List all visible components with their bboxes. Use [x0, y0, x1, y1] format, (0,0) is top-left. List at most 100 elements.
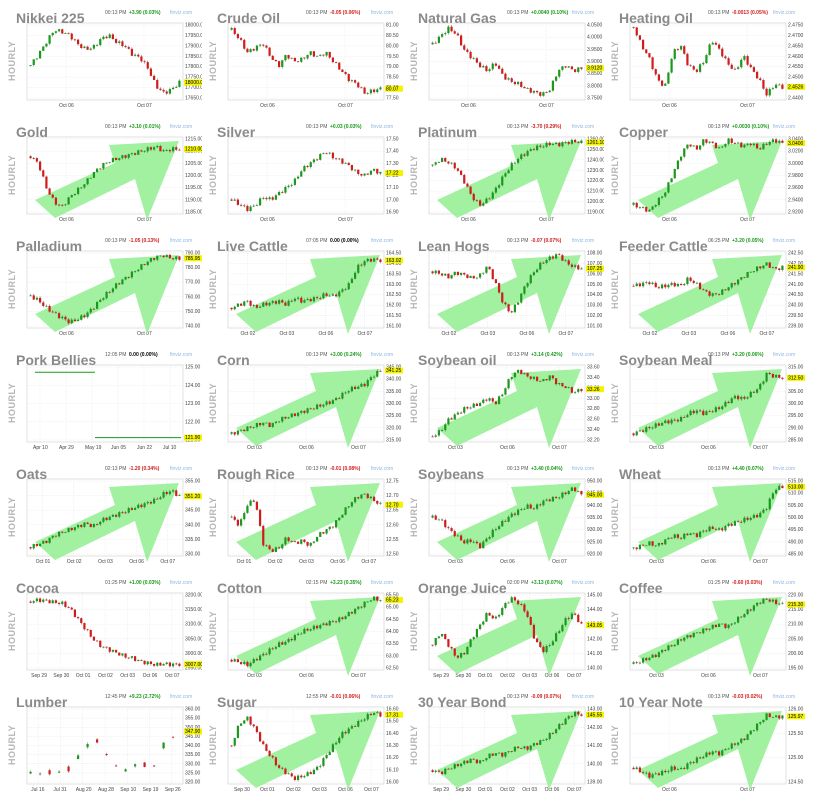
chart-plot-soybean-oil: 33.6033.4033.2033.0032.8032.6032.4032.20…: [428, 365, 604, 451]
x-tick-label: Oct 06: [701, 559, 716, 565]
chart-time: 00:13 PM: [708, 10, 730, 16]
y-tick-label: 12.55: [386, 537, 399, 543]
candle-body: [290, 300, 293, 302]
chart-panel-oats[interactable]: 355.00350.00345.00340.00335.00330.00Oct …: [5, 459, 202, 572]
candle-body: [632, 26, 635, 28]
chart-panel-lumber[interactable]: 360.00 355.00 350.00 345.00 340.00 335.00 330.…: [5, 687, 202, 800]
x-tick-label: Sep 30: [455, 673, 471, 679]
candle-body: [708, 44, 711, 56]
chart-panel-coffee[interactable]: 220.00 215.00 210.00 205.00 200.00 195.00 Oct …: [608, 573, 805, 686]
chart-panel-gold[interactable]: 1215.001210.001205.001200.001195.001190.…: [5, 117, 202, 230]
x-tick-label: Oct 07: [351, 673, 366, 679]
chart-panel-live-cattle[interactable]: 164.50 164.00 163.50 163.00 162.50 162.00 161.…: [206, 231, 403, 344]
chart-panel-lean-hogs[interactable]: 108.00 107.00 106.00 105.00 104.00 103.00 102.…: [407, 231, 604, 344]
candle-body: [491, 63, 494, 70]
chart-panel-nikkei-225[interactable]: 18000.0 17950.0 17900.0 17850.0 17800.0 17750…: [5, 3, 202, 116]
chart-panel-sugar[interactable]: 16.60 16.50 16.40 16.30 16.20 16.10 16.00 Sep 3…: [206, 687, 403, 800]
x-tick-label: Oct 06: [59, 103, 74, 109]
candle-body: [778, 485, 781, 490]
candle-body: [105, 517, 108, 521]
candle-body: [485, 266, 488, 273]
x-tick-label: Oct 03: [299, 559, 314, 565]
candle-body: [504, 603, 507, 608]
chart-time: 00:13 PM: [105, 238, 127, 244]
chart-panel-30-year-bond[interactable]: 143.00 142.00 141.00 140.00 139.00 Sep 29 Sep …: [407, 687, 604, 800]
chart-panel-10-year-note[interactable]: 126.00 125.50 125.00 124.50 Oct 06 Oct 07 125.…: [608, 687, 805, 800]
chart-panel-platinum[interactable]: 1260.001250.001240.001230.001220.001210.…: [407, 117, 604, 230]
candle-body: [137, 269, 140, 272]
chart-panel-soybean-oil[interactable]: 33.6033.4033.2033.0032.8032.6032.4032.20…: [407, 345, 604, 458]
candle-body: [535, 376, 539, 381]
candle-body: [504, 302, 507, 305]
candle-body: [319, 625, 322, 629]
chart-title: Wheat: [619, 466, 661, 482]
chart-time: 00:13 PM: [507, 352, 529, 358]
chart-panel-wheat[interactable]: 515.00 510.00 505.00 500.00 495.00 490.00 485.…: [608, 459, 805, 572]
y-tick-label: 325.00: [386, 413, 402, 419]
candle-body: [673, 282, 676, 287]
chart-plot-cocoa: 3200.003150.003100.003050.003000.002950.…: [26, 593, 202, 679]
chart-panel-crude-oil[interactable]: 81.0080.5080.0079.5079.0078.5078.0077.50…: [206, 3, 403, 116]
chart-panel-soybean-meal[interactable]: 315.00310.00305.00300.00295.00290.00285.…: [608, 345, 805, 458]
chart-panel-feeder-cattle[interactable]: 242.50 242.00 241.50 241.00 240.50 240.00 239.…: [608, 231, 805, 344]
chart-panel-orange-juice[interactable]: 145.00144.00143.00142.00141.00140.00Sep …: [407, 573, 604, 686]
candle-body: [705, 628, 708, 630]
candle-body: [284, 186, 287, 193]
candle-body: [258, 306, 262, 308]
candle-body: [459, 535, 463, 541]
trend-arrow: [236, 711, 380, 790]
candle-body: [768, 599, 771, 602]
candle-body: [759, 602, 762, 604]
candle-body: [29, 601, 32, 603]
chart-panel-rough-rice[interactable]: 12.75 12.70 12.65 12.60 12.55 12.50 Oct 01 Oct …: [206, 459, 403, 572]
candle-body: [165, 150, 168, 151]
candle-body: [743, 738, 746, 740]
x-tick-label: Aug 28: [98, 787, 114, 793]
candle-body: [532, 743, 536, 746]
candle-body: [48, 600, 51, 604]
candle-body: [567, 387, 570, 389]
candle-body: [768, 88, 771, 96]
candle-body: [759, 148, 762, 150]
candle-body: [175, 256, 178, 260]
candle-body: [300, 57, 303, 62]
candle-body: [233, 199, 236, 201]
candle-body: [683, 533, 686, 539]
chart-change: +3.90 (0.03%): [129, 10, 161, 16]
candle-body: [80, 524, 83, 527]
candle-body: [118, 41, 121, 43]
candle-body: [564, 66, 567, 68]
candle-body: [683, 46, 686, 54]
chart-panel-heating-oil[interactable]: 2.4750 2.4700 2.4650 2.4600 2.4550 2.4500 2.44…: [608, 3, 805, 116]
candle-body: [673, 49, 676, 59]
chart-panel-soybeans[interactable]: 950.00945.00940.00935.00930.00925.00920.…: [407, 459, 604, 572]
candle-body: [727, 401, 730, 404]
candle-body: [513, 304, 517, 313]
finviz-logo: finviz.com: [773, 466, 796, 472]
candle-body: [472, 637, 475, 640]
chart-panel-palladium[interactable]: 790.00 780.00 770.00 760.00 750.00 740.00 Oct …: [5, 231, 202, 344]
candle-body: [372, 376, 376, 378]
chart-panel-corn[interactable]: 345.00340.00335.00330.00325.00320.00315.…: [206, 345, 403, 458]
chart-plot-coffee: 220.00215.00210.00205.00200.00195.00Oct …: [629, 593, 805, 679]
candle-body: [648, 657, 651, 661]
timeframe-label: HOURLY: [7, 268, 17, 309]
y-tick-label: 108.00: [587, 251, 603, 257]
chart-panel-natural-gas[interactable]: 4.0500 4.0000 3.9500 3.9000 3.8500 3.8000 3.75…: [407, 3, 604, 116]
candle-body: [523, 508, 526, 510]
candle-body: [325, 401, 328, 405]
candle-body: [740, 396, 743, 400]
x-tick-label: Oct 03: [247, 445, 262, 451]
x-tick-label: Oct 03: [649, 673, 664, 679]
chart-panel-cocoa[interactable]: 3200.00 3150.00 3100.00 3050.00 3000.00 2950.…: [5, 573, 202, 686]
chart-panel-cotton[interactable]: 65.50 65.00 64.50 64.00 63.50 63.00 62.50 Oct 0…: [206, 573, 403, 686]
candle-body: [89, 308, 92, 313]
chart-panel-copper[interactable]: 3.0400 3.0200 3.0000 2.9800 2.9600 2.9400 2.92…: [608, 117, 805, 230]
candle-body: [290, 639, 293, 641]
candle-body: [743, 396, 746, 399]
candle-body: [736, 142, 740, 144]
chart-change: +1.00 (0.03%): [129, 580, 161, 586]
y-tick-label: 80.00: [386, 43, 399, 49]
